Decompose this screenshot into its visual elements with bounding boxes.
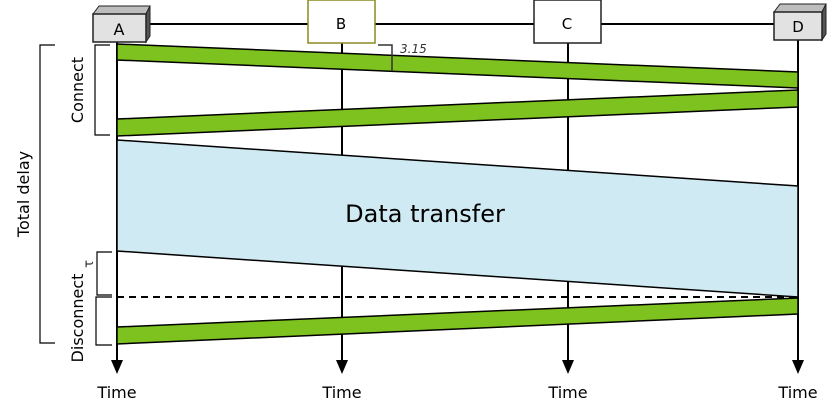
node-a: A xyxy=(92,5,151,44)
node-d-label: D xyxy=(792,18,804,36)
time-label-d: Time xyxy=(777,383,817,402)
arrow-head-a xyxy=(111,360,123,374)
connect-ack-band xyxy=(116,89,799,137)
arrow-head-d xyxy=(792,360,804,374)
arrow-head-b xyxy=(336,360,348,374)
connect-request-band xyxy=(116,43,799,89)
data-transfer-label: Data transfer xyxy=(345,200,505,228)
node-a-label: A xyxy=(114,20,125,39)
node-c-label: C xyxy=(562,15,572,33)
data-transfer-band xyxy=(116,139,799,298)
disconnect-lower-bracket xyxy=(95,296,112,346)
disconnect-label: Disconnect xyxy=(68,274,87,363)
segment-delay-label: 3.15 xyxy=(400,42,427,56)
node-b: B xyxy=(307,0,376,44)
time-label-a: Time xyxy=(96,383,136,402)
connect-bracket xyxy=(94,44,110,136)
disconnect-band xyxy=(116,297,799,345)
time-label-c: Time xyxy=(547,383,587,402)
time-label-b: Time xyxy=(321,383,361,402)
node-b-label: B xyxy=(336,15,346,33)
arrow-head-c xyxy=(562,360,574,374)
total-delay-bracket xyxy=(39,44,55,344)
node-c: C xyxy=(533,0,602,44)
node-d: D xyxy=(773,3,827,42)
connect-label: Connect xyxy=(68,57,87,123)
segment-delay-bracket xyxy=(378,44,393,71)
disconnect-mark: τ xyxy=(82,260,97,268)
disconnect-upper-bracket xyxy=(96,251,112,296)
total-delay-label: Total delay xyxy=(14,151,33,238)
